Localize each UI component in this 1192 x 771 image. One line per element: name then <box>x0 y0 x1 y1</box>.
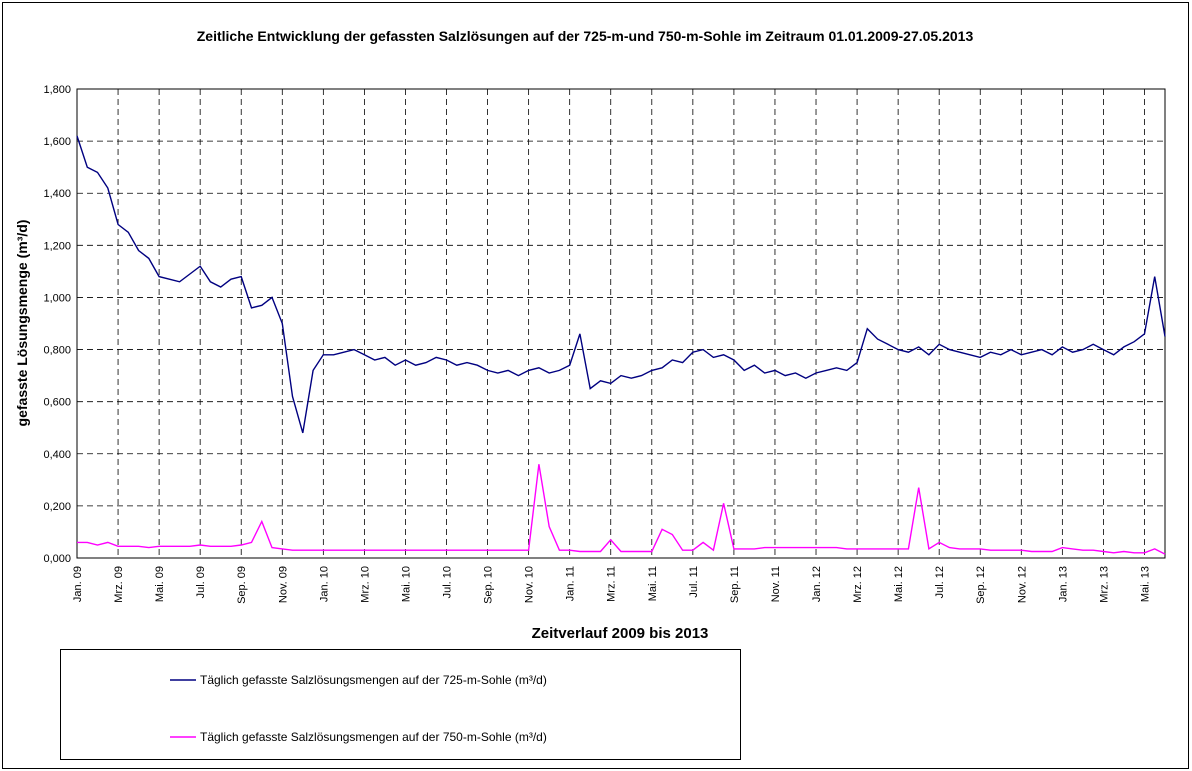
x-tick-label: Mrz. 13 <box>1098 566 1110 603</box>
x-tick-label: Jan. 11 <box>565 566 577 601</box>
x-tick-label: Mai. 10 <box>400 566 412 602</box>
x-tick-label: Jan. 10 <box>318 566 330 602</box>
y-tick-label: 0,600 <box>43 397 71 409</box>
x-tick-label: Sep. 12 <box>975 566 987 604</box>
chart-title: Zeitliche Entwicklung der gefassten Salz… <box>196 28 974 44</box>
y-tick-label: 0,800 <box>43 345 71 357</box>
x-tick-label: Mrz. 09 <box>113 566 125 603</box>
y-tick-label: 1,600 <box>43 136 71 148</box>
y-axis-title: gefasste Lösungsmenge (m³/d) <box>14 220 30 427</box>
y-tick-label: 0,200 <box>43 501 71 513</box>
y-tick-label: 0,000 <box>43 553 71 565</box>
x-tick-label: Mai. 12 <box>893 566 905 602</box>
x-tick-label: Mai. 09 <box>154 566 166 602</box>
legend-label: Täglich gefasste Salzlösungsmengen auf d… <box>200 730 547 744</box>
x-tick-label: Nov. 11 <box>770 566 782 602</box>
x-tick-label: Mrz. 10 <box>359 566 371 603</box>
x-axis-title: Zeitverlauf 2009 bis 2013 <box>532 625 709 642</box>
x-tick-label: Sep. 09 <box>236 566 248 604</box>
x-tick-label: Nov. 12 <box>1016 566 1028 603</box>
data-line <box>76 135 1166 434</box>
x-tick-label: Jan. 09 <box>72 566 84 602</box>
x-tick-label: Nov. 09 <box>277 566 289 603</box>
y-tick-label: 1,800 <box>43 84 71 96</box>
legend-box <box>60 649 741 760</box>
x-tick-label: Jul. 11 <box>688 566 700 598</box>
x-tick-label: Mrz. 11 <box>606 566 618 602</box>
x-tick-label: Jul. 09 <box>195 566 207 598</box>
data-line <box>77 464 1166 555</box>
x-tick-label: Mai. 13 <box>1139 566 1151 602</box>
y-tick-label: 1,400 <box>43 188 71 200</box>
x-tick-label: Nov. 10 <box>524 566 536 603</box>
x-tick-label: Jan. 12 <box>811 566 823 602</box>
x-tick-label: Jan. 13 <box>1057 566 1069 602</box>
x-tick-label: Mrz. 12 <box>852 566 864 603</box>
y-tick-label: 0,400 <box>43 449 71 461</box>
x-tick-label: Mai. 11 <box>647 566 659 601</box>
legend-label: Täglich gefasste Salzlösungsmengen auf d… <box>200 673 547 687</box>
x-tick-label: Sep. 10 <box>483 566 495 604</box>
x-tick-label: Sep. 11 <box>729 566 741 603</box>
x-tick-label: Jul. 12 <box>934 566 946 598</box>
y-tick-label: 1,200 <box>43 240 71 252</box>
x-tick-label: Jul. 10 <box>442 566 454 598</box>
plot-frame <box>76 88 1166 559</box>
y-tick-label: 1,000 <box>43 292 71 304</box>
